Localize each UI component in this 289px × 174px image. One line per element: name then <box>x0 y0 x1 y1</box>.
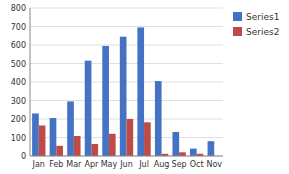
x-tick-label: Feb <box>49 160 63 169</box>
legend-label: Series1 <box>246 12 279 22</box>
y-tick-label: 400 <box>11 78 26 87</box>
bar <box>179 152 186 156</box>
grid-line <box>30 8 223 9</box>
x-tick-label: Oct <box>190 160 204 169</box>
bar <box>190 149 197 156</box>
bar <box>39 125 46 156</box>
bar <box>67 101 74 156</box>
bars <box>32 27 214 156</box>
bar <box>109 134 116 156</box>
y-tick-label: 600 <box>11 41 26 50</box>
bar <box>50 118 57 156</box>
y-tick-label: 100 <box>11 134 26 143</box>
y-tick-label: 0 <box>21 152 26 161</box>
x-axis: Jan FebMarAprMayJun Jul AugSepOctNov <box>32 160 223 169</box>
y-tick-label: 200 <box>11 115 26 124</box>
bar <box>91 144 98 156</box>
bar <box>32 113 39 156</box>
x-tick-label: Aug <box>154 160 170 169</box>
bar <box>120 37 127 156</box>
x-tick-label: Jan <box>32 160 45 169</box>
bar <box>137 27 144 156</box>
bar <box>172 132 179 156</box>
x-tick-label: Jul <box>138 160 149 169</box>
bar <box>208 141 215 156</box>
bar <box>85 61 92 156</box>
x-tick-label: May <box>101 160 118 169</box>
grid-line <box>30 26 223 27</box>
grid <box>30 8 223 156</box>
x-tick-label: Apr <box>84 160 99 169</box>
bar <box>56 146 63 156</box>
bar <box>155 81 162 156</box>
bar <box>144 122 151 156</box>
grid-line <box>30 156 223 157</box>
y-tick-label: 700 <box>11 23 26 32</box>
bar <box>102 46 109 156</box>
legend: Series1 Series2 <box>233 12 279 37</box>
y-axis: 0 100 200 300 400 500 600 700 800 <box>11 4 26 161</box>
x-tick-label: Mar <box>66 160 82 169</box>
legend-label: Series2 <box>246 27 279 37</box>
y-axis-line <box>30 8 31 156</box>
y-tick-label: 500 <box>11 60 26 69</box>
legend-swatch <box>233 27 242 36</box>
y-tick-label: 800 <box>11 4 26 13</box>
y-tick-label: 300 <box>11 97 26 106</box>
x-tick-label: Jun <box>119 160 133 169</box>
x-axis-line <box>30 156 223 157</box>
x-tick-label: Sep <box>172 160 187 169</box>
chart: 0 100 200 300 400 500 600 700 800 Jan FebMarAprMay… <box>0 0 289 174</box>
x-tick-label: Nov <box>206 160 222 169</box>
bar <box>127 119 134 156</box>
bar <box>74 136 81 156</box>
legend-swatch <box>233 12 242 21</box>
